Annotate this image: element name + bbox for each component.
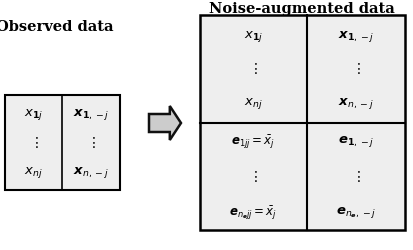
Text: $\boldsymbol{x}_{\mathbf{1},-j}$: $\boldsymbol{x}_{\mathbf{1},-j}$: [337, 29, 373, 44]
Text: Observed data: Observed data: [0, 20, 114, 34]
Text: $\boldsymbol{x}_{\mathbf{1},-j}$: $\boldsymbol{x}_{\mathbf{1},-j}$: [73, 106, 109, 122]
Text: $\vdots$: $\vdots$: [86, 135, 96, 150]
Text: $\vdots$: $\vdots$: [248, 61, 257, 76]
Bar: [199, 15, 404, 230]
Text: $\boldsymbol{x}_{n,-j}$: $\boldsymbol{x}_{n,-j}$: [337, 96, 373, 111]
Text: $\boldsymbol{e}_{\mathbf{1},-j}$: $\boldsymbol{e}_{\mathbf{1},-j}$: [337, 134, 373, 149]
Text: $x_{\mathbf{1}j}$: $x_{\mathbf{1}j}$: [243, 29, 262, 44]
Text: $x_{nj}$: $x_{nj}$: [243, 96, 262, 111]
Bar: [5, 95, 120, 190]
Text: $\vdots$: $\vdots$: [350, 61, 360, 76]
Text: Noise-augmented data: Noise-augmented data: [209, 2, 394, 16]
Text: $\vdots$: $\vdots$: [248, 169, 257, 184]
Text: $\boldsymbol{e}_{1jj} = \bar{x}_j$: $\boldsymbol{e}_{1jj} = \bar{x}_j$: [231, 133, 275, 150]
Text: $\boldsymbol{e}_{n_{\boldsymbol{e}}jj} = \bar{x}_j$: $\boldsymbol{e}_{n_{\boldsymbol{e}}jj} =…: [229, 204, 277, 222]
Polygon shape: [149, 106, 180, 140]
Text: $\vdots$: $\vdots$: [29, 135, 38, 150]
Text: $\boldsymbol{x}_{n,-j}$: $\boldsymbol{x}_{n,-j}$: [73, 166, 109, 180]
Text: $\boldsymbol{e}_{n_{\boldsymbol{e}},-j}$: $\boldsymbol{e}_{n_{\boldsymbol{e}},-j}$: [335, 205, 375, 220]
Text: $\vdots$: $\vdots$: [350, 169, 360, 184]
Text: $x_{\mathbf{1}j}$: $x_{\mathbf{1}j}$: [24, 106, 43, 122]
Text: $x_{nj}$: $x_{nj}$: [24, 166, 43, 180]
